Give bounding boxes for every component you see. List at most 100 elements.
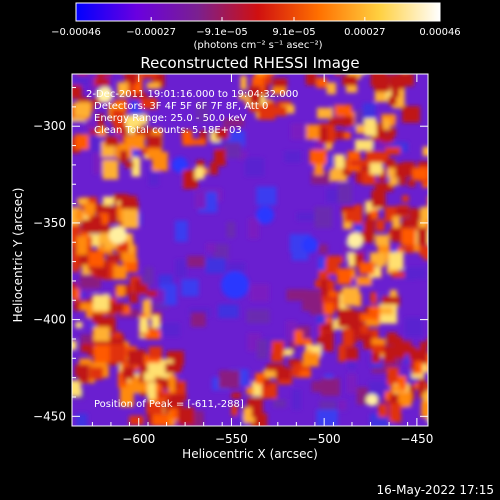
- heatmap-cell: [119, 150, 128, 163]
- heatmap-cell: [334, 104, 352, 117]
- heatmap-cell: [175, 259, 187, 278]
- heatmap-cell: [89, 361, 108, 370]
- heatmap-cell: [139, 364, 146, 383]
- heatmap-cell: [342, 75, 357, 86]
- heatmap-cell: [319, 244, 328, 254]
- heatmap-cell: [391, 224, 404, 242]
- heatmap-cell: [427, 195, 428, 214]
- heatmap-cell: [226, 221, 236, 238]
- heatmap-cell: [129, 294, 139, 303]
- heatmap-cell: [256, 339, 268, 359]
- x-axis: −600 −550 −500 −450: [91, 74, 433, 446]
- heatmap-cell: [124, 74, 138, 84]
- heatmap-cell: [379, 56, 385, 67]
- heatmap-cell: [420, 206, 428, 221]
- colorbar-gradient: [75, 2, 441, 22]
- heatmap-cell: [92, 294, 110, 311]
- heatmap-cell: [210, 131, 221, 142]
- heatmap-cell: [302, 352, 320, 367]
- heatmap-cell: [402, 106, 420, 123]
- heatmap-cell: [375, 234, 390, 246]
- heatmap-cell: [145, 329, 161, 340]
- heatmap-cell: [317, 337, 331, 344]
- heatmap-cell: [317, 107, 333, 119]
- heatmap-cell: [263, 369, 282, 379]
- heatmap-cell: [120, 195, 137, 209]
- heatmap-cell: [277, 349, 293, 356]
- colorbar-units: (photons cm⁻² s⁻¹ asec⁻²): [193, 40, 322, 51]
- heatmap-cell: [382, 295, 400, 307]
- annotation-time: 2-Dec-2011 19:01:16.000 to 19:04:32.000: [86, 89, 298, 100]
- heatmap-cell: [329, 117, 344, 126]
- heatmap-cell: [76, 413, 88, 426]
- heatmap-cell: [81, 196, 98, 209]
- heatmap-cell: [319, 126, 328, 143]
- heatmap-cell: [212, 243, 229, 260]
- heatmap-cell: [321, 378, 340, 396]
- heatmap-cell: [318, 270, 329, 280]
- heatmap-cell: [323, 303, 334, 315]
- heatmap-cell: [148, 167, 159, 186]
- heatmap-cell: [384, 391, 395, 400]
- annotations: 2-Dec-2011 19:01:16.000 to 19:04:32.000 …: [86, 89, 298, 410]
- annotation-counts: Clean Total counts: 5.18E+03: [94, 125, 242, 136]
- heatmap-cell: [402, 195, 409, 202]
- heatmap-cell: [132, 134, 145, 150]
- heatmap-cell: [120, 57, 130, 74]
- heatmap-cell: [117, 82, 129, 97]
- heatmap-area: [72, 56, 439, 426]
- heatmap-cell: [357, 333, 373, 341]
- heatmap-cell: [391, 349, 399, 357]
- heatmap-cell: [130, 92, 147, 99]
- heatmap-cell: [205, 258, 226, 274]
- heatmap-cell: [95, 78, 110, 86]
- heatmap-cell: [115, 241, 129, 253]
- heatmap-cell: [114, 122, 122, 134]
- heatmap-cell: [256, 206, 274, 224]
- x-tick-label: −550: [215, 432, 248, 446]
- heatmap-cell: [89, 128, 102, 135]
- heatmap-cell: [170, 408, 178, 420]
- heatmap-cell: [115, 126, 125, 142]
- heatmap-cell: [92, 98, 102, 105]
- heatmap-cell: [120, 383, 133, 391]
- heatmap-cell: [112, 331, 122, 339]
- heatmap-cell: [302, 237, 318, 253]
- heatmap-cell: [374, 74, 390, 92]
- heatmap-cell: [345, 347, 359, 361]
- heatmap-cell: [294, 362, 310, 371]
- heatmap-cell: [402, 218, 411, 237]
- heatmap-cell: [142, 299, 151, 319]
- heatmap-cell: [72, 380, 82, 397]
- heatmap-cell: [388, 96, 397, 106]
- x-axis-label: Heliocentric X (arcsec): [182, 447, 318, 461]
- heatmap-cell: [337, 400, 348, 411]
- x-tick-label: −600: [122, 432, 155, 446]
- heatmap-cell: [109, 343, 126, 363]
- heatmap-cell: [316, 409, 338, 426]
- heatmap-cell: [368, 266, 381, 278]
- heatmap-cell: [316, 312, 326, 331]
- heatmap-cell: [134, 284, 148, 295]
- heatmap-cell: [288, 359, 301, 366]
- x-tick-label: −450: [400, 432, 433, 446]
- heatmap-cell: [402, 61, 408, 73]
- colorbar-tick-label: 0.00046: [419, 27, 460, 38]
- heatmap-cell: [255, 373, 265, 385]
- heatmap-cell: [401, 161, 416, 177]
- heatmap-cell: [74, 134, 89, 150]
- heatmap-cell: [121, 304, 131, 314]
- heatmap-cell: [397, 375, 407, 391]
- heatmap-cell: [378, 152, 390, 164]
- heatmap-cell: [365, 319, 380, 327]
- heatmap-cell: [347, 232, 363, 248]
- heatmap-cell: [72, 340, 77, 350]
- heatmap-cell: [140, 97, 157, 109]
- heatmap-cell: [360, 313, 375, 322]
- heatmap-cell: [377, 254, 384, 268]
- heatmap-cell: [428, 404, 439, 421]
- heatmap-cell: [328, 291, 338, 301]
- heatmap-cell: [354, 325, 369, 337]
- heatmap-cell: [314, 156, 324, 176]
- heatmap-cell: [148, 346, 163, 359]
